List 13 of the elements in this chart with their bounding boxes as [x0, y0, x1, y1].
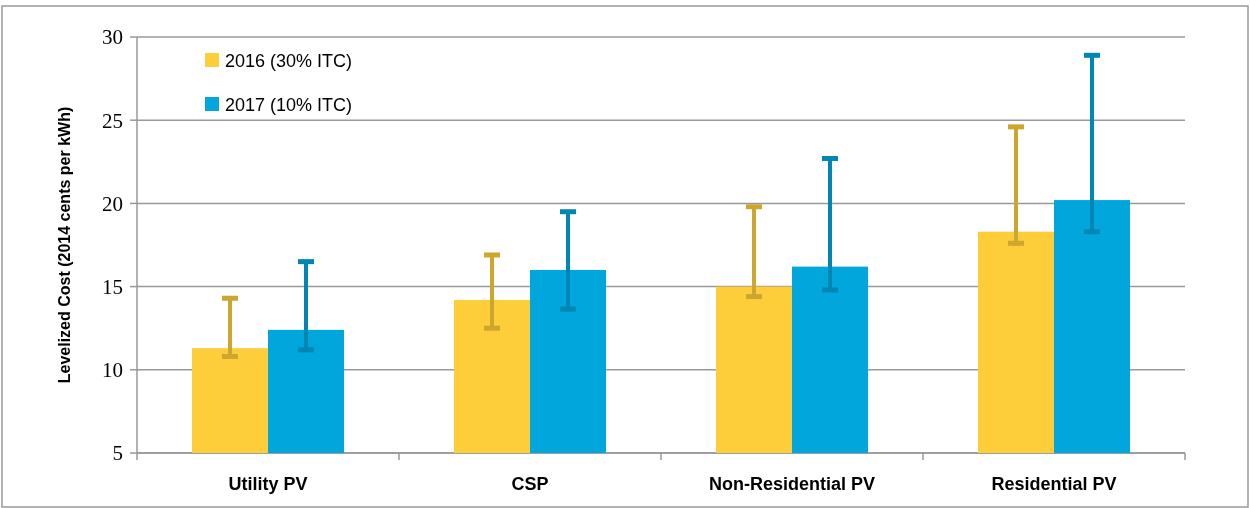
y-tick-label: 20: [102, 191, 123, 216]
y-axis-title: Levelized Cost (2014 cents per kWh): [56, 106, 73, 384]
y-tick-label: 5: [112, 441, 123, 466]
y-tick-label: 25: [102, 108, 123, 133]
x-tick-label: Utility PV: [228, 474, 308, 494]
y-tick-label: 10: [102, 358, 123, 383]
x-tick-label: Residential PV: [991, 474, 1117, 494]
y-tick-label: 15: [102, 274, 123, 299]
y-tick-label: 30: [102, 25, 123, 50]
x-tick-label: Non-Residential PV: [708, 474, 876, 494]
x-tick-label: CSP: [511, 474, 549, 494]
legend-label: 2017 (10% ITC): [225, 95, 353, 116]
legend-label: 2016 (30% ITC): [225, 51, 353, 72]
